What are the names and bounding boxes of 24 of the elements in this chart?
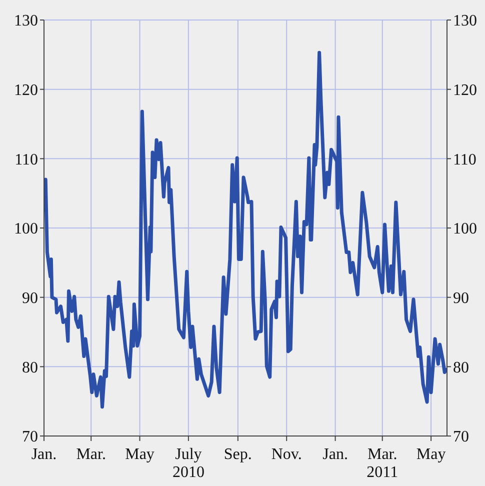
y2-tick-label: 120: [453, 82, 477, 100]
x-tick-label: Nov.: [271, 446, 302, 463]
y-tick-label: 120: [14, 82, 38, 100]
y2-tick-label: 90: [453, 290, 469, 308]
y-tick-label: 80: [22, 359, 38, 376]
y-tick-label: 130: [14, 12, 38, 30]
x-tick-label: July 2010: [172, 446, 204, 481]
y2-tick-label: 130: [453, 12, 477, 30]
y-tick-label: 110: [14, 151, 38, 168]
y2-tick-label: 100: [453, 220, 477, 238]
y2-tick-label: 80: [453, 359, 469, 376]
x-tick-label: Jan.: [31, 446, 57, 463]
y-tick-label: 90: [22, 290, 38, 308]
y-tick-label: 100: [14, 220, 38, 238]
y2-tick-label: 70: [453, 428, 469, 446]
x-tick-label: Jan.: [322, 446, 348, 463]
y-tick-label: 70: [22, 428, 38, 446]
x-tick-label: Sep.: [224, 446, 252, 463]
x-tick-label: May: [125, 446, 154, 463]
x-tick-label: Mar.: [76, 446, 106, 463]
line-series: [44, 50, 447, 409]
x-tick-label: Mar. 2011: [366, 446, 398, 481]
x-tick-label: May: [416, 446, 446, 463]
y2-tick-label: 110: [453, 151, 476, 168]
